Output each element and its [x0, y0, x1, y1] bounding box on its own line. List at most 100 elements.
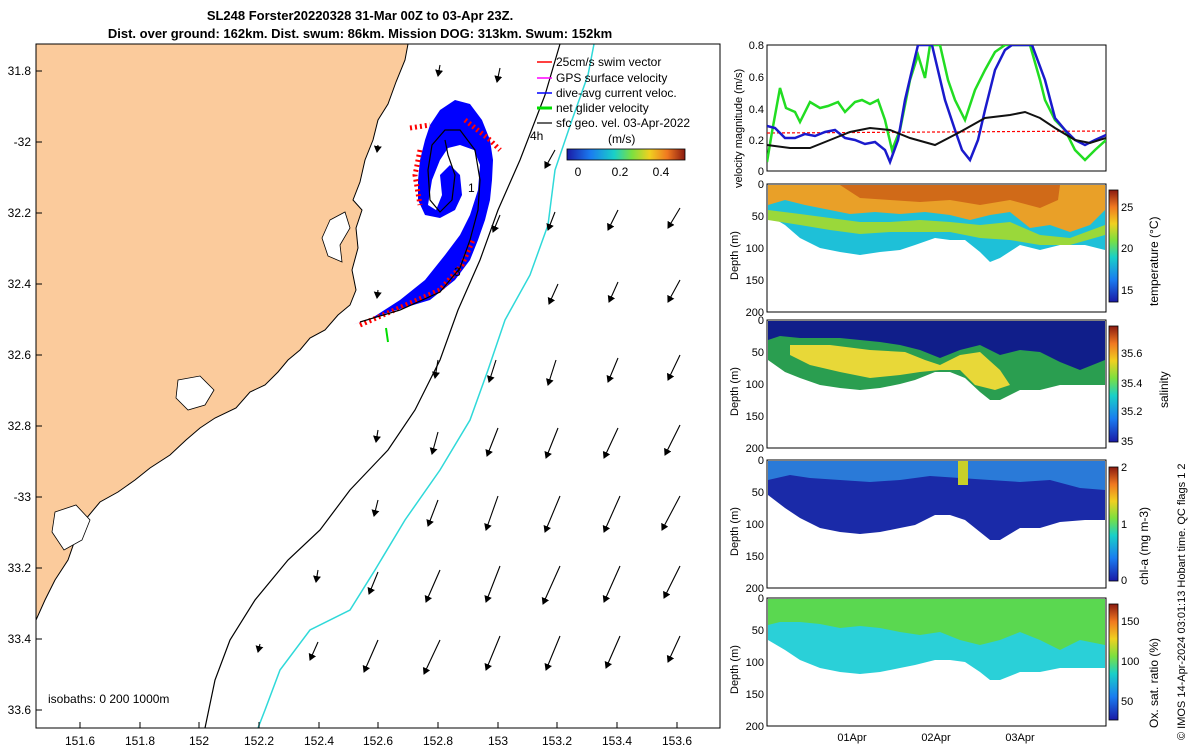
velocity-ylabel: velocity magnitude (m/s) [733, 69, 745, 188]
temp-depth-50: 50 [752, 211, 764, 223]
lat-tick-4: 32.4 [8, 277, 32, 291]
lon-tick-8: 153 [488, 734, 508, 748]
temperature-colorbar [1108, 189, 1119, 303]
oxygen-ylabel: Depth (m) [729, 645, 741, 694]
sal-cbar-354: 35.4 [1121, 378, 1142, 390]
isobath-1000m [204, 44, 561, 728]
ox-depth-0: 0 [758, 593, 764, 605]
track-label-1: 1 [468, 181, 475, 195]
chla-cbar-0: 0 [1121, 575, 1127, 587]
lon-tick-9: 153.2 [542, 734, 572, 748]
lat-tick-5: 32.6 [8, 348, 32, 362]
chla-depth-100: 100 [746, 519, 764, 531]
sal-cbar-352: 35.2 [1121, 406, 1142, 418]
sal-depth-50: 50 [752, 347, 764, 359]
lat-tick-2: -32 [14, 135, 32, 149]
vel-tick-02: 0.2 [749, 135, 764, 147]
map-cbar-tick-2: 0.4 [653, 165, 670, 179]
legend-swim-vector: 25cm/s swim vector [556, 55, 661, 69]
salinity-cbar-label: salinity [1157, 371, 1171, 408]
map-legend: 25cm/s swim vector GPS surface velocity … [537, 55, 690, 130]
chla-cbar-2: 2 [1121, 462, 1127, 474]
map-title-line1: SL248 Forster20220328 31-Mar 00Z to 03-A… [206, 8, 514, 23]
ox-depth-200: 200 [746, 721, 764, 733]
ox-depth-150: 150 [746, 689, 764, 701]
temp-cbar-20: 20 [1121, 243, 1133, 255]
salinity-high-core [790, 345, 1010, 390]
temp-cbar-15: 15 [1121, 285, 1133, 297]
sal-depth-150: 150 [746, 411, 764, 423]
salinity-colorbar [1108, 325, 1119, 443]
lat-tick-9: 33.4 [8, 632, 32, 646]
lat-tick-7: -33 [14, 490, 32, 504]
sfc-geo-velocity-arrows [255, 64, 681, 675]
temp-depth-100: 100 [746, 243, 764, 255]
sal-depth-100: 100 [746, 379, 764, 391]
temp-cbar-25: 25 [1121, 202, 1133, 214]
lat-tick-1: 31.8 [8, 64, 32, 78]
track-label-4h: 4h [530, 129, 543, 143]
oxygen-cbar-label: Ox. sat. ratio (%) [1147, 638, 1161, 728]
lon-tick-1: 151.6 [65, 734, 95, 748]
glider-track [359, 129, 481, 323]
track-label-3: 3 [454, 265, 461, 279]
temp-depth-150: 150 [746, 275, 764, 287]
imos-credit: © IMOS 14-Apr-2024 03:01:13 Hobart time.… [1176, 463, 1188, 740]
lon-tick-4: 152.2 [244, 734, 274, 748]
map-cbar-tick-0: 0 [575, 165, 582, 179]
legend-sfc-geo: sfc geo. vel. 03-Apr-2022 [556, 116, 690, 130]
time-tick-01Apr: 01Apr [837, 732, 867, 744]
lat-tick-8: 33.2 [8, 561, 32, 575]
lon-tick-6: 152.6 [363, 734, 393, 748]
map-cbar-tick-1: 0.2 [612, 165, 629, 179]
lon-tick-3: 152 [189, 734, 209, 748]
lat-tick-10: 33.6 [8, 703, 32, 717]
lon-tick-11: 153.6 [662, 734, 692, 748]
sal-cbar-356: 35.6 [1121, 348, 1142, 360]
net-glider-speed-line [767, 45, 1106, 163]
lake-3 [51, 504, 91, 551]
chla-depth-50: 50 [752, 487, 764, 499]
oxygen-colorbar [1108, 603, 1119, 721]
chla-cbar-label: chl-a (mg m-3) [1137, 507, 1151, 585]
chla-depth-0: 0 [758, 455, 764, 467]
chla-depth-200: 200 [746, 583, 764, 595]
time-tick-03Apr: 03Apr [1005, 732, 1035, 744]
oxygen-upper-layer [768, 599, 1105, 650]
vel-tick-08: 0.8 [749, 40, 764, 52]
temp-depth-200: 200 [746, 307, 764, 319]
salinity-ylabel: Depth (m) [729, 367, 741, 416]
dive-avg-speed-line [767, 45, 1106, 166]
map-colorbar-unit: (m/s) [608, 132, 635, 146]
legend-dive-avg: dive-avg current veloc. [556, 86, 677, 100]
sal-depth-200: 200 [746, 443, 764, 455]
lon-tick-2: 151.8 [125, 734, 155, 748]
sal-cbar-35: 35 [1121, 436, 1133, 448]
chla-colorbar [1108, 466, 1119, 582]
isobaths-label: isobaths: 0 200 1000m [48, 692, 169, 706]
ox-depth-50: 50 [752, 625, 764, 637]
sal-depth-0: 0 [758, 315, 764, 327]
lake-1 [321, 211, 351, 263]
ox-cbar-100: 100 [1121, 656, 1139, 668]
land-area [36, 44, 409, 621]
temperature-cbar-label: temperature (°C) [1147, 217, 1161, 307]
net-glider-velocity-marker [385, 327, 389, 343]
salinity-top-layer [768, 321, 1105, 370]
legend-gps-velocity: GPS surface velocity [556, 71, 667, 85]
map-colorbar [566, 148, 686, 161]
chla-ylabel: Depth (m) [729, 507, 741, 556]
lat-tick-6: 32.8 [8, 419, 32, 433]
vel-tick-0: 0 [758, 166, 764, 178]
swim-vector-fringe [359, 118, 502, 328]
lon-tick-7: 152.8 [423, 734, 453, 748]
chla-cbar-1: 1 [1121, 519, 1127, 531]
temperature-mid-band [768, 210, 1105, 245]
ox-depth-100: 100 [746, 657, 764, 669]
lon-tick-10: 153.4 [602, 734, 632, 748]
lake-2 [175, 375, 215, 411]
temperature-hot-layer [840, 185, 1060, 208]
lat-tick-3: 32.2 [8, 206, 32, 220]
vel-tick-06: 0.6 [749, 72, 764, 84]
